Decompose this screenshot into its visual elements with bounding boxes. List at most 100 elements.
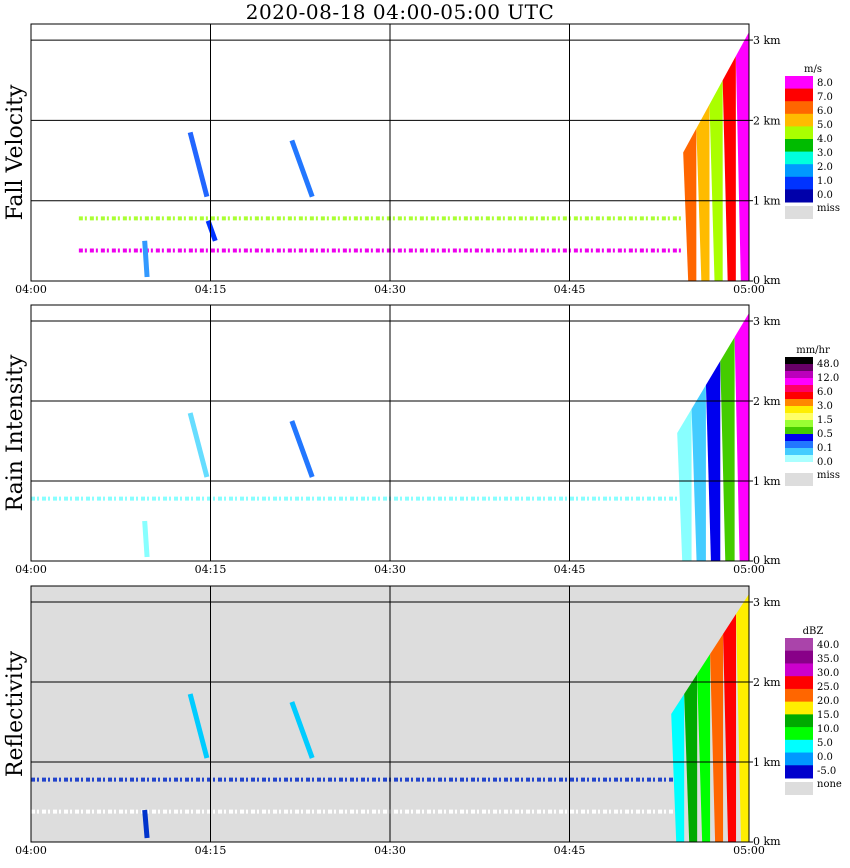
colorbar-label: 0.1 xyxy=(817,443,833,454)
x-tick-label: 04:00 xyxy=(15,563,47,576)
x-tick-label: 05:00 xyxy=(733,844,765,857)
chart-title: 2020-08-18 04:00-05:00 UTC xyxy=(245,0,555,24)
panel-fall_velocity: 04:00 04:15 04:30 04:45 05:000 km 1 km 2 km 3 k… xyxy=(3,23,840,296)
panel-ylabel: Reflectivity xyxy=(3,650,28,777)
x-tick-label: 04:45 xyxy=(554,283,586,296)
colorbar-swatch xyxy=(785,462,813,470)
colorbar-label: 6.0 xyxy=(817,106,833,117)
colorbar-label: 7.0 xyxy=(817,92,833,103)
colorbar-label: 48.0 xyxy=(817,359,839,370)
colorbar-swatch xyxy=(785,765,813,779)
colorbar-label: 30.0 xyxy=(817,668,839,679)
height-tick-label: 3 km xyxy=(753,596,781,609)
x-tick-label: 04:15 xyxy=(195,844,227,857)
height-tick-label: 2 km xyxy=(753,676,781,689)
x-tick-label: 04:30 xyxy=(374,283,406,296)
fall-streak xyxy=(289,420,315,478)
panel-reflectivity: 04:00 04:15 04:30 04:45 05:000 km 1 km 2 km 3 k… xyxy=(3,585,842,857)
rain-shaft-segment xyxy=(684,674,698,842)
colorbar-label: 25.0 xyxy=(817,682,839,693)
panel-ylabel: Fall Velocity xyxy=(3,84,28,220)
x-tick-label: 04:00 xyxy=(15,844,47,857)
colorbar-label: 12.0 xyxy=(817,373,839,384)
height-tick-label: 3 km xyxy=(753,315,781,328)
colorbar-swatch xyxy=(785,727,813,741)
height-tick-label: 2 km xyxy=(753,395,781,408)
height-tick-label: 0 km xyxy=(753,835,781,848)
fall-streak xyxy=(187,693,210,759)
x-tick-label: 05:00 xyxy=(733,283,765,296)
colorbar-label: 3.0 xyxy=(817,401,833,412)
colorbar-swatch xyxy=(785,752,813,766)
x-tick-label: 04:45 xyxy=(554,563,586,576)
colorbar-label: 0.0 xyxy=(817,457,833,468)
colorbar-label: 2.0 xyxy=(817,162,833,173)
rain-shaft-segment xyxy=(705,361,721,561)
colorbar-label: 1.0 xyxy=(817,176,833,187)
colorbar-swatch xyxy=(785,139,813,153)
colorbar-swatch xyxy=(785,420,813,428)
colorbar-swatch xyxy=(785,406,813,414)
x-tick-label: 05:00 xyxy=(733,563,765,576)
fall-streak xyxy=(187,412,210,478)
colorbar-label: 0.0 xyxy=(817,190,833,201)
fall-streak xyxy=(142,809,150,839)
rain-shaft-segment xyxy=(723,614,737,842)
height-tick-label: 0 km xyxy=(753,554,781,567)
rain-shaft-segment xyxy=(734,313,749,561)
colorbar-swatch xyxy=(785,441,813,449)
rain-shaft-segment xyxy=(722,56,736,281)
rain-shaft-segment xyxy=(709,80,723,281)
x-tick-label: 04:00 xyxy=(15,283,47,296)
panel-rain_intensity: 04:00 04:15 04:30 04:45 05:000 km 1 km 2 km 3 k… xyxy=(3,304,840,576)
fall-streak xyxy=(187,131,210,198)
colorbar-swatch xyxy=(785,126,813,140)
colorbar-label: 10.0 xyxy=(817,724,839,735)
colorbar-swatch xyxy=(785,434,813,442)
colorbar-missing-swatch xyxy=(785,473,813,486)
panel-ylabel: Rain Intensity xyxy=(3,354,28,511)
fall-streak xyxy=(289,701,315,759)
colorbar-swatch xyxy=(785,448,813,456)
colorbar-label: 6.0 xyxy=(817,387,833,398)
colorbar-swatch xyxy=(785,164,813,178)
colorbar-swatch xyxy=(785,399,813,407)
colorbar-label: 4.0 xyxy=(817,134,833,145)
colorbar-swatch xyxy=(785,364,813,372)
colorbar-swatch xyxy=(785,739,813,754)
colorbar-missing-label: miss xyxy=(817,470,840,481)
colorbar-swatch xyxy=(785,88,813,102)
rain-shaft-segment xyxy=(736,594,749,842)
rain-shaft-segment xyxy=(720,337,735,561)
rain-shaft-segment xyxy=(683,128,697,281)
colorbar-label: 20.0 xyxy=(817,696,839,707)
colorbar-label: 0.5 xyxy=(817,429,833,440)
colorbar-missing-label: none xyxy=(817,779,842,790)
colorbar-swatch xyxy=(785,371,813,379)
colorbar-swatch xyxy=(785,76,813,90)
colorbar-swatch xyxy=(785,663,813,677)
colorbar-label: 8.0 xyxy=(817,78,833,89)
x-tick-label: 04:15 xyxy=(195,283,227,296)
fall-streak xyxy=(142,520,150,558)
fall-streak xyxy=(205,219,218,242)
plot-frame xyxy=(30,304,750,562)
rain-shaft-segment xyxy=(677,409,692,561)
colorbar-missing-label: miss xyxy=(817,203,840,214)
height-tick-label: 0 km xyxy=(753,274,781,287)
height-tick-label: 1 km xyxy=(753,195,781,208)
x-tick-label: 04:30 xyxy=(374,844,406,857)
rain-shaft-segment xyxy=(735,32,749,281)
colorbar-swatch xyxy=(785,357,813,365)
colorbar-swatch xyxy=(785,638,813,652)
colorbar-swatch xyxy=(785,113,813,127)
colorbar-swatch xyxy=(785,650,813,664)
colorbar-label: 1.5 xyxy=(817,415,833,426)
colorbar-label: -5.0 xyxy=(817,766,836,777)
colorbar-label: 5.0 xyxy=(817,738,833,749)
height-tick-label: 2 km xyxy=(753,114,781,127)
x-tick-label: 04:30 xyxy=(374,563,406,576)
colorbar-label: 0.0 xyxy=(817,752,833,763)
rain-shaft-segment xyxy=(671,694,685,842)
rain-shaft-segment xyxy=(696,104,710,281)
